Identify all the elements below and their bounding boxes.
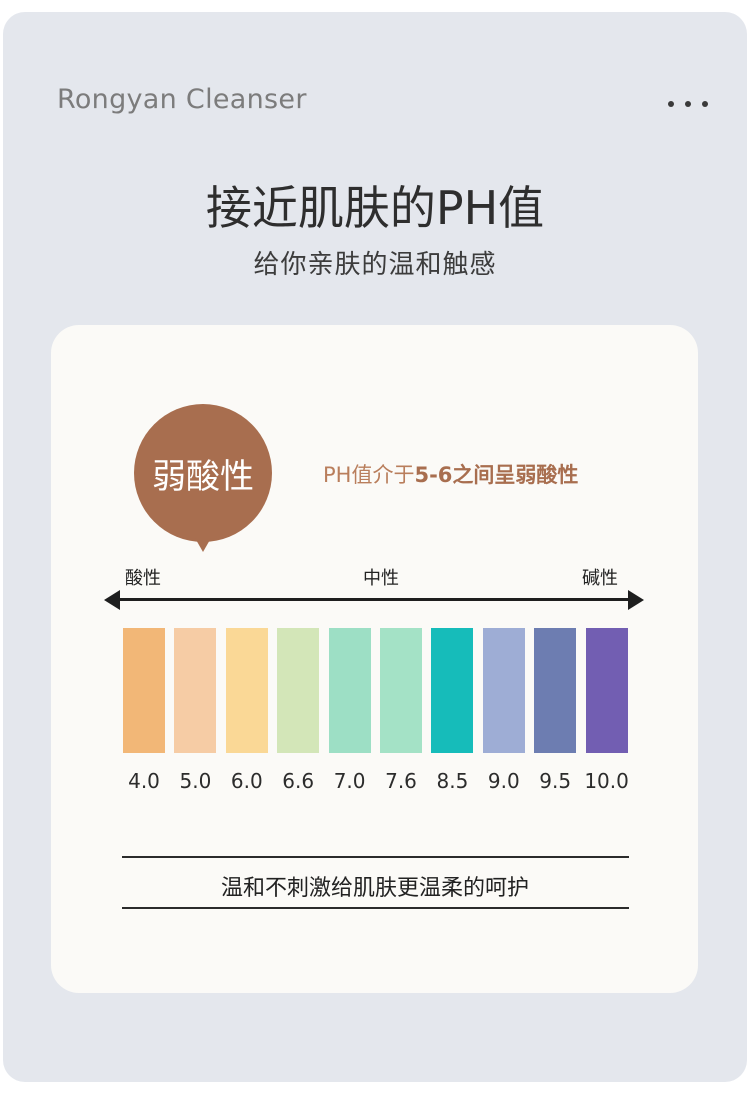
ph-swatch-value: 7.0 <box>333 769 366 793</box>
divider-top <box>122 856 629 858</box>
ph-note: PH值介于5-6之间呈弱酸性 <box>323 459 578 489</box>
brand-name: Rongyan Cleanser <box>57 84 307 115</box>
ph-swatch-value: 5.0 <box>179 769 212 793</box>
ph-swatch <box>431 628 474 753</box>
menu-dot <box>668 101 674 107</box>
scale-arrow-line <box>118 598 628 601</box>
ph-note-prefix: PH值介于 <box>323 463 415 487</box>
divider-bottom <box>122 907 629 909</box>
ph-swatch-value: 6.6 <box>282 769 315 793</box>
arrow-left-icon <box>104 590 120 610</box>
arrow-right-icon <box>628 590 644 610</box>
badge-pointer <box>195 538 211 552</box>
ph-swatch <box>225 628 268 753</box>
ph-note-highlight: 5-6之间呈弱酸性 <box>414 463 579 487</box>
menu-dot <box>702 101 708 107</box>
weak-acid-badge: 弱酸性 <box>134 404 272 542</box>
scale-label-acid: 酸性 <box>125 568 161 589</box>
ph-swatch <box>328 628 371 753</box>
ph-swatch <box>380 628 422 753</box>
ph-swatch-value: 10.0 <box>584 769 629 793</box>
ph-swatch <box>277 628 320 753</box>
ph-swatch-value: 6.0 <box>230 769 263 793</box>
ph-swatch <box>174 628 217 753</box>
page-title: 接近肌肤的PH值 <box>205 181 545 235</box>
ph-swatch-value: 7.6 <box>385 769 417 793</box>
ph-swatch-value: 8.5 <box>436 769 469 793</box>
more-horizontal-icon[interactable] <box>668 99 708 109</box>
ph-swatch <box>482 628 525 753</box>
menu-dot <box>685 101 691 107</box>
ph-swatch-value: 4.0 <box>128 769 160 793</box>
scale-label-alkaline: 碱性 <box>582 568 618 589</box>
ph-swatch-value: 9.0 <box>487 769 520 793</box>
gentle-claim: 温和不刺激给肌肤更温柔的呵护 <box>220 876 529 901</box>
ph-swatch-value: 9.5 <box>539 769 572 793</box>
ph-swatch <box>585 628 628 753</box>
ph-swatch <box>123 628 165 753</box>
page-subtitle: 给你亲肤的温和触感 <box>253 250 497 280</box>
ph-swatch <box>534 628 577 753</box>
scale-label-neutral: 中性 <box>363 568 399 589</box>
